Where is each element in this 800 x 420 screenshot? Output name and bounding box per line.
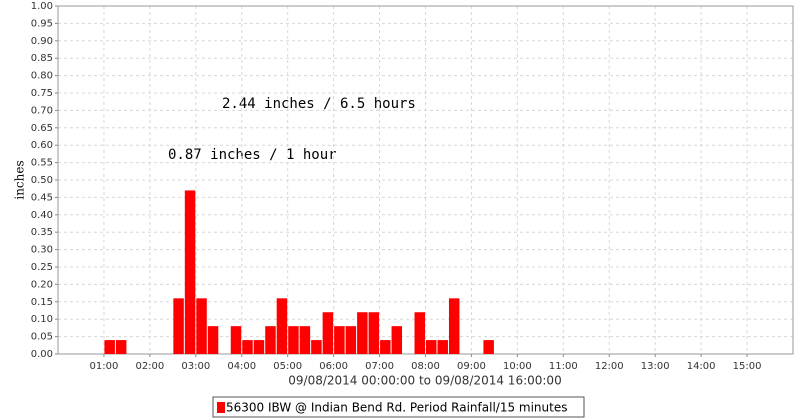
x-tick-label: 13:00 bbox=[641, 361, 670, 372]
legend bbox=[212, 396, 585, 418]
y-tick-label: 0.20 bbox=[31, 279, 53, 290]
y-tick-label: 0.75 bbox=[31, 88, 53, 99]
bar bbox=[322, 312, 334, 354]
y-tick-label: 0.80 bbox=[31, 71, 53, 82]
y-tick-label: 0.65 bbox=[31, 123, 53, 134]
y-tick-label: 0.90 bbox=[31, 36, 53, 47]
y-tick-label: 0.00 bbox=[31, 349, 53, 360]
y-tick-label: 0.15 bbox=[31, 297, 53, 308]
x-tick-label: 12:00 bbox=[595, 361, 624, 372]
bar bbox=[483, 340, 494, 354]
x-tick-label: 01:00 bbox=[90, 361, 119, 372]
bar bbox=[276, 298, 288, 354]
annotation: 0.87 inches / 1 hour bbox=[168, 147, 337, 163]
bar bbox=[311, 340, 322, 354]
bar bbox=[334, 326, 345, 354]
y-tick-label: 0.70 bbox=[31, 105, 53, 116]
x-tick-label: 02:00 bbox=[135, 361, 164, 372]
x-tick-label: 09:00 bbox=[457, 361, 486, 372]
bar bbox=[173, 298, 184, 354]
bar bbox=[115, 340, 127, 354]
x-axis-label: 09/08/2014 00:00:00 to 09/08/2014 16:00:… bbox=[288, 374, 561, 388]
y-tick-label: 1.00 bbox=[31, 1, 53, 12]
legend-swatch bbox=[217, 402, 225, 413]
x-tick-label: 03:00 bbox=[181, 361, 210, 372]
bar bbox=[253, 340, 265, 354]
bar bbox=[368, 312, 380, 354]
x-tick-label: 07:00 bbox=[365, 361, 394, 372]
bar bbox=[380, 340, 391, 354]
y-tick-label: 0.85 bbox=[31, 53, 53, 64]
y-tick-label: 0.35 bbox=[31, 227, 53, 238]
legend-label: 56300 IBW @ Indian Bend Rd. Period Rainf… bbox=[226, 401, 567, 415]
bar bbox=[207, 326, 219, 354]
bar bbox=[448, 298, 460, 354]
y-tick-label: 0.50 bbox=[31, 175, 53, 186]
y-tick-label: 0.10 bbox=[31, 314, 53, 325]
bar bbox=[265, 326, 276, 354]
bar bbox=[426, 340, 437, 354]
x-tick-label: 14:00 bbox=[687, 361, 716, 372]
bar bbox=[184, 190, 196, 354]
annotation: 2.44 inches / 6.5 hours bbox=[222, 96, 416, 112]
bar bbox=[437, 340, 448, 354]
bar bbox=[357, 312, 368, 354]
x-tick-label: 05:00 bbox=[273, 361, 302, 372]
bar bbox=[242, 340, 253, 354]
bar bbox=[299, 326, 311, 354]
bar bbox=[196, 298, 207, 354]
x-tick-label: 11:00 bbox=[549, 361, 578, 372]
x-tick-label: 06:00 bbox=[319, 361, 348, 372]
y-tick-label: 0.40 bbox=[31, 210, 53, 221]
y-tick-label: 0.60 bbox=[31, 140, 53, 151]
bar bbox=[345, 326, 357, 354]
x-tick-label: 04:00 bbox=[227, 361, 256, 372]
x-tick-label: 08:00 bbox=[411, 361, 440, 372]
plot-frame bbox=[57, 5, 794, 355]
y-tick-label: 0.55 bbox=[31, 158, 53, 169]
x-tick-label: 15:00 bbox=[733, 361, 762, 372]
bar bbox=[230, 326, 242, 354]
bar bbox=[288, 326, 299, 354]
bar bbox=[104, 340, 115, 354]
y-tick-label: 0.05 bbox=[31, 332, 53, 343]
y-axis-label: inches bbox=[13, 160, 27, 199]
x-tick-label: 10:00 bbox=[503, 361, 532, 372]
bar bbox=[414, 312, 425, 354]
y-tick-label: 0.95 bbox=[31, 18, 53, 29]
y-tick-label: 0.25 bbox=[31, 262, 53, 273]
y-tick-label: 0.30 bbox=[31, 245, 53, 256]
y-tick-label: 0.45 bbox=[31, 192, 53, 203]
bar bbox=[391, 326, 403, 354]
